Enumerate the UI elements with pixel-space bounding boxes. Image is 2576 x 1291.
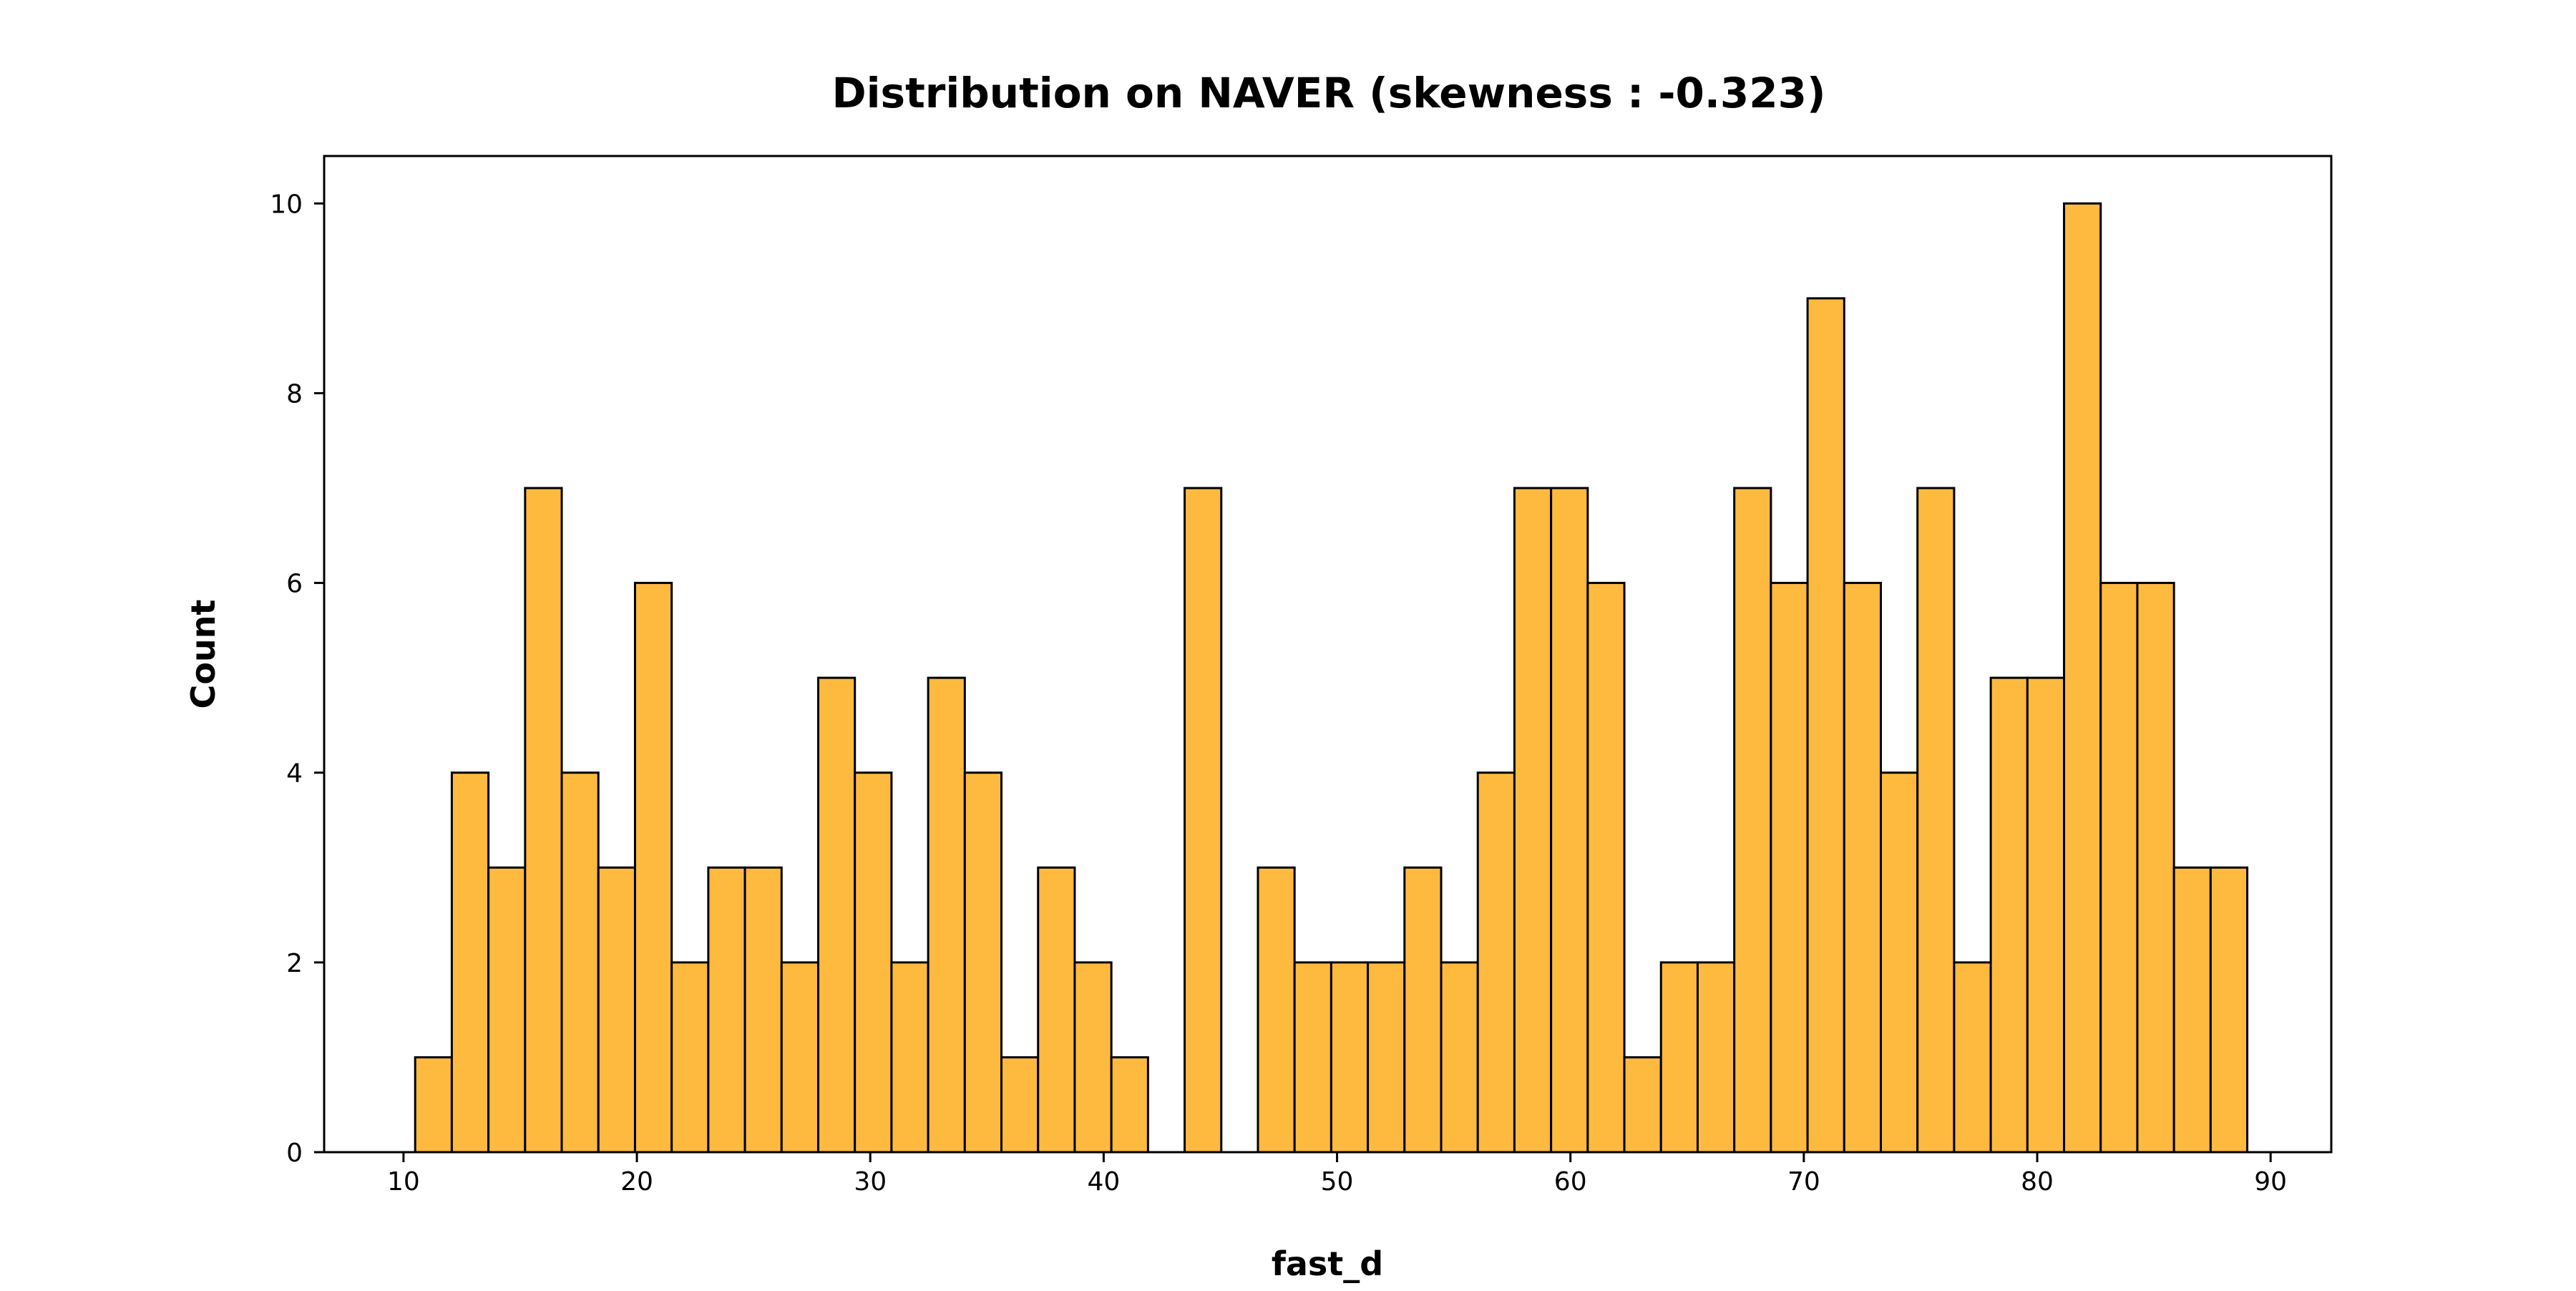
histogram-bar — [2063, 202, 2102, 1154]
histogram-bar — [1806, 297, 1845, 1154]
histogram-bar — [633, 582, 673, 1154]
histogram-bar — [1770, 582, 1809, 1154]
y-tick-label: 10 — [270, 190, 303, 219]
histogram-bar — [2136, 582, 2175, 1154]
histogram-bar — [450, 771, 490, 1154]
histogram-bar — [524, 487, 563, 1154]
x-axis-label: fast_d — [1272, 1244, 1383, 1283]
histogram-bar — [1293, 961, 1332, 1154]
histogram-bar — [1623, 1056, 1662, 1154]
x-tick-label: 60 — [1554, 1167, 1587, 1197]
y-tick-label: 0 — [286, 1139, 303, 1168]
x-tick-label: 40 — [1087, 1167, 1120, 1197]
histogram-bar — [1586, 582, 1626, 1154]
histogram-bar — [1330, 961, 1370, 1154]
histogram-bar — [1513, 487, 1553, 1154]
histogram-bar — [1953, 961, 1992, 1154]
histogram-bar — [890, 961, 930, 1154]
histogram-bar — [1037, 866, 1076, 1154]
x-tick-label: 90 — [2254, 1167, 2287, 1197]
x-tick-label: 20 — [620, 1167, 653, 1197]
bars-layer — [414, 202, 2249, 1154]
histogram-bar — [597, 866, 636, 1154]
plot-frame — [323, 155, 2333, 1154]
histogram-bar — [707, 866, 746, 1154]
histogram-bar — [780, 961, 819, 1154]
histogram-bar — [1696, 961, 1736, 1154]
histogram-bar — [2172, 866, 2212, 1154]
histogram-bar — [927, 676, 966, 1154]
histogram-bar — [2026, 676, 2066, 1154]
y-tick-label: 8 — [286, 379, 303, 409]
histogram-bar — [1550, 487, 1589, 1154]
y-tick-label: 6 — [286, 570, 303, 599]
x-tick-label: 50 — [1321, 1167, 1354, 1197]
histogram-bar — [743, 866, 783, 1154]
histogram-bar — [1733, 487, 1772, 1154]
histogram-bar — [1367, 961, 1406, 1154]
histogram-bar — [1843, 582, 1883, 1154]
histogram-bar — [1916, 487, 1956, 1154]
histogram-bar — [2099, 582, 2139, 1154]
histogram-bar — [2209, 866, 2249, 1154]
histogram-bar — [854, 771, 893, 1154]
histogram-bar — [1403, 866, 1443, 1154]
histogram-bar — [1000, 1056, 1040, 1154]
histogram-bar — [1184, 487, 1223, 1154]
y-tick-label: 2 — [286, 949, 303, 978]
chart-title: Distribution on NAVER (skewness : -0.323… — [832, 69, 1826, 117]
histogram-bar — [414, 1056, 453, 1154]
histogram-bar — [1659, 961, 1699, 1154]
x-tick-label: 80 — [2021, 1167, 2054, 1197]
x-tick-label: 30 — [854, 1167, 887, 1197]
histogram-bar — [816, 676, 857, 1154]
histogram-bar — [963, 771, 1003, 1154]
histogram-bar — [670, 961, 710, 1154]
x-tick-label: 70 — [1787, 1167, 1820, 1197]
histogram-bar — [487, 866, 527, 1154]
y-axis-label: Count — [184, 600, 223, 709]
x-axis-ticks: 10 20 30 40 50 60 70 80 90 — [387, 1152, 2287, 1197]
y-tick-label: 4 — [286, 759, 303, 789]
histogram-bar — [1073, 961, 1113, 1154]
histogram-bar — [1880, 771, 1919, 1154]
histogram-bar — [1110, 1056, 1149, 1154]
x-tick-label: 10 — [387, 1167, 420, 1197]
histogram-bar — [1257, 866, 1296, 1154]
histogram-bar — [1440, 961, 1479, 1154]
histogram-bar — [1989, 676, 2029, 1154]
histogram-bar — [1476, 771, 1516, 1154]
y-axis-ticks: 0 2 4 6 8 10 — [270, 190, 324, 1168]
histogram-bar — [560, 771, 600, 1154]
